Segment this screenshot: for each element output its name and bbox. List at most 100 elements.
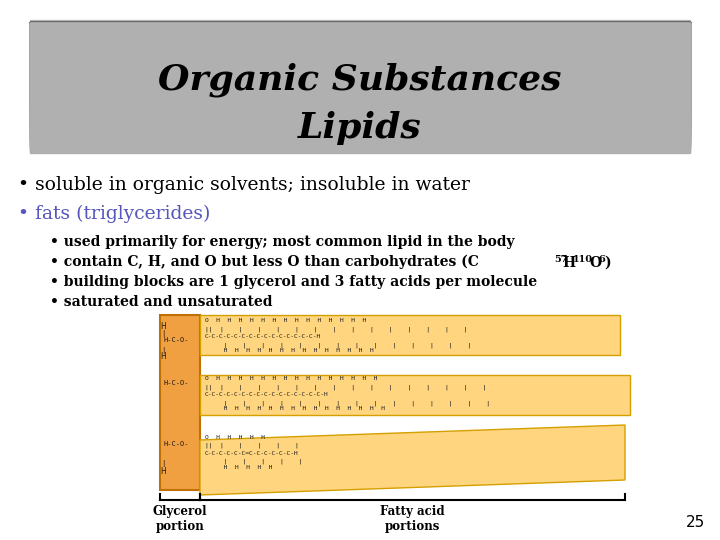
Bar	[30, 22, 690, 40]
Bar	[160, 315, 200, 490]
Bar	[30, 23, 690, 122]
Text: ||  |    |    |    |    |    |    |    |    |    |    |    |    |    |: || | | | | | | | | | | | | | |	[205, 326, 467, 332]
Bar	[30, 23, 690, 145]
Text: O  H  H  H  H  H: O H H H H H	[205, 435, 265, 440]
Bar	[30, 22, 690, 42]
Bar	[30, 22, 690, 52]
Text: H: H	[160, 322, 166, 331]
Bar	[30, 23, 690, 83]
Text: H  H  H  H  H  H  H  H  H  H  H  H  H  H  H: H H H H H H H H H H H H H H H	[205, 406, 385, 411]
Bar	[30, 22, 690, 30]
Bar	[30, 22, 690, 49]
Bar	[30, 22, 690, 71]
Bar	[30, 22, 690, 33]
Text: O  H  H  H  H  H  H  H  H  H  H  H  H  H  H: O H H H H H H H H H H H H H H	[205, 318, 366, 323]
Bar	[30, 23, 690, 87]
Text: 25: 25	[685, 515, 705, 530]
Bar	[30, 22, 690, 56]
Bar	[30, 22, 690, 27]
Bar	[30, 23, 690, 152]
Bar	[30, 23, 690, 111]
Bar	[30, 23, 690, 141]
Text: Glycerol
portion: Glycerol portion	[153, 505, 207, 533]
Text: C-C-C-C-C-C-C-C-C-C-C-C-C-C-C-C-H: C-C-C-C-C-C-C-C-C-C-C-C-C-C-C-C-H	[205, 392, 329, 397]
Bar	[30, 22, 690, 54]
Bar	[30, 23, 690, 133]
Bar	[30, 22, 690, 25]
Text: |: |	[162, 330, 164, 337]
Bar	[200, 375, 630, 415]
Bar	[30, 23, 690, 79]
Text: |: |	[162, 460, 164, 467]
Text: Lipids: Lipids	[298, 111, 422, 145]
Text: H: H	[562, 256, 575, 270]
Text: • fats (triglycerides): • fats (triglycerides)	[18, 205, 210, 223]
Text: ||  |    |    |    |    |: || | | | | |	[205, 443, 299, 449]
Bar	[30, 23, 690, 138]
Bar	[30, 23, 690, 123]
Text: O: O	[589, 256, 601, 270]
Text: H: H	[160, 352, 166, 361]
Text: |    |    |    |    |    |    |    |    |    |    |    |    |    |: | | | | | | | | | | | | | |	[205, 342, 472, 348]
Bar	[30, 23, 690, 89]
Bar	[30, 20, 690, 22]
Text: H  H  H  H  H  H  H  H  H  H  H  H  H  H: H H H H H H H H H H H H H H	[205, 348, 374, 353]
Bar	[30, 23, 690, 84]
Bar	[30, 23, 690, 116]
Text: H-C-O-: H-C-O-	[163, 380, 189, 386]
Text: 110: 110	[573, 255, 593, 264]
Text: Organic Substances: Organic Substances	[158, 63, 562, 97]
Text: |: |	[162, 347, 164, 354]
Bar	[30, 22, 690, 47]
Bar	[30, 22, 690, 74]
Bar	[30, 23, 690, 140]
Bar	[30, 22, 690, 32]
Text: H-C-O-: H-C-O-	[163, 441, 189, 447]
Bar	[30, 22, 690, 64]
Bar	[30, 22, 690, 23]
Text: ): )	[604, 256, 611, 270]
Bar	[30, 23, 690, 137]
Bar	[30, 23, 690, 148]
Text: 57: 57	[554, 255, 567, 264]
Text: • soluble in organic solvents; insoluble in water: • soluble in organic solvents; insoluble…	[18, 176, 470, 194]
Text: H-C-O-: H-C-O-	[163, 337, 189, 343]
Bar	[30, 22, 690, 57]
Bar	[30, 23, 690, 119]
Bar	[30, 22, 690, 62]
Bar	[30, 22, 690, 45]
Text: Fatty acid
portions: Fatty acid portions	[380, 505, 445, 533]
Bar	[30, 23, 690, 128]
Bar	[30, 22, 690, 37]
Bar	[30, 23, 690, 92]
Bar	[30, 23, 690, 104]
Text: O  H  H  H  H  H  H  H  H  H  H  H  H  H  H  H: O H H H H H H H H H H H H H H H	[205, 376, 377, 381]
Bar	[30, 22, 690, 60]
Text: • used primarily for energy; most common lipid in the body: • used primarily for energy; most common…	[50, 235, 515, 249]
Bar	[30, 23, 690, 103]
Bar	[30, 22, 690, 68]
Bar	[30, 22, 690, 77]
Bar	[30, 22, 690, 29]
Bar	[30, 23, 690, 143]
Bar	[30, 23, 690, 101]
Text: C-C-C-C-C-C=C-C-C-C-C-C-H: C-C-C-C-C-C=C-C-C-C-C-C-H	[205, 451, 299, 456]
Text: H  H  H  H  H: H H H H H	[205, 465, 272, 470]
Bar	[30, 22, 690, 65]
Text: • saturated and unsaturated: • saturated and unsaturated	[50, 295, 272, 309]
Text: |    |    |    |    |: | | | | |	[205, 459, 302, 464]
Text: H: H	[160, 467, 166, 476]
Bar	[30, 23, 690, 146]
Text: 6: 6	[598, 255, 605, 264]
Bar	[30, 22, 690, 44]
Bar	[30, 22, 690, 59]
Bar	[30, 23, 690, 98]
Bar	[30, 23, 690, 113]
Bar	[30, 23, 690, 130]
Bar	[30, 23, 690, 86]
Bar	[30, 23, 690, 108]
Text: ||  |    |    |    |    |    |    |    |    |    |    |    |    |    |    |: || | | | | | | | | | | | | | | |	[205, 384, 486, 389]
Bar	[30, 23, 690, 135]
Polygon shape	[200, 425, 625, 495]
Bar	[30, 23, 690, 81]
